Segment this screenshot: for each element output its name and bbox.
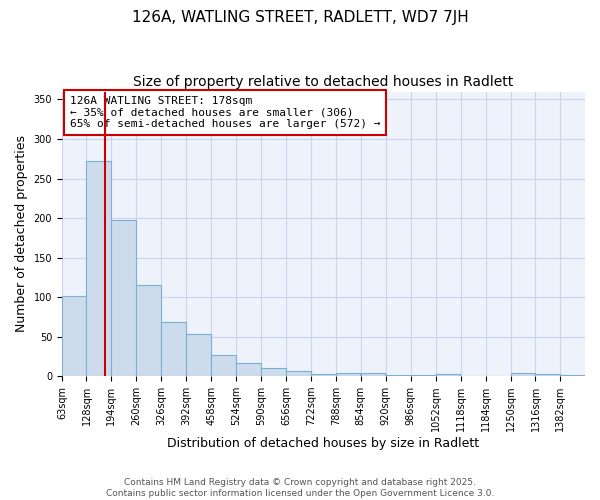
Title: Size of property relative to detached houses in Radlett: Size of property relative to detached ho… [133, 75, 514, 89]
Bar [560, 374, 585, 376]
Bar [286, 372, 311, 376]
Bar [361, 373, 385, 376]
Bar [86, 161, 111, 376]
Text: Contains HM Land Registry data © Crown copyright and database right 2025.
Contai: Contains HM Land Registry data © Crown c… [106, 478, 494, 498]
Bar [236, 363, 261, 376]
Bar [535, 374, 560, 376]
Bar [62, 296, 86, 376]
Bar [311, 374, 335, 376]
Bar [112, 220, 136, 376]
Bar [211, 355, 236, 376]
Bar [161, 322, 186, 376]
Y-axis label: Number of detached properties: Number of detached properties [15, 136, 28, 332]
Bar [186, 334, 211, 376]
Bar [336, 373, 361, 376]
Bar [511, 373, 535, 376]
Bar [136, 286, 161, 376]
Bar [436, 374, 460, 376]
Text: 126A WATLING STREET: 178sqm
← 35% of detached houses are smaller (306)
65% of se: 126A WATLING STREET: 178sqm ← 35% of det… [70, 96, 380, 129]
Text: 126A, WATLING STREET, RADLETT, WD7 7JH: 126A, WATLING STREET, RADLETT, WD7 7JH [131, 10, 469, 25]
X-axis label: Distribution of detached houses by size in Radlett: Distribution of detached houses by size … [167, 437, 479, 450]
Bar [261, 368, 286, 376]
